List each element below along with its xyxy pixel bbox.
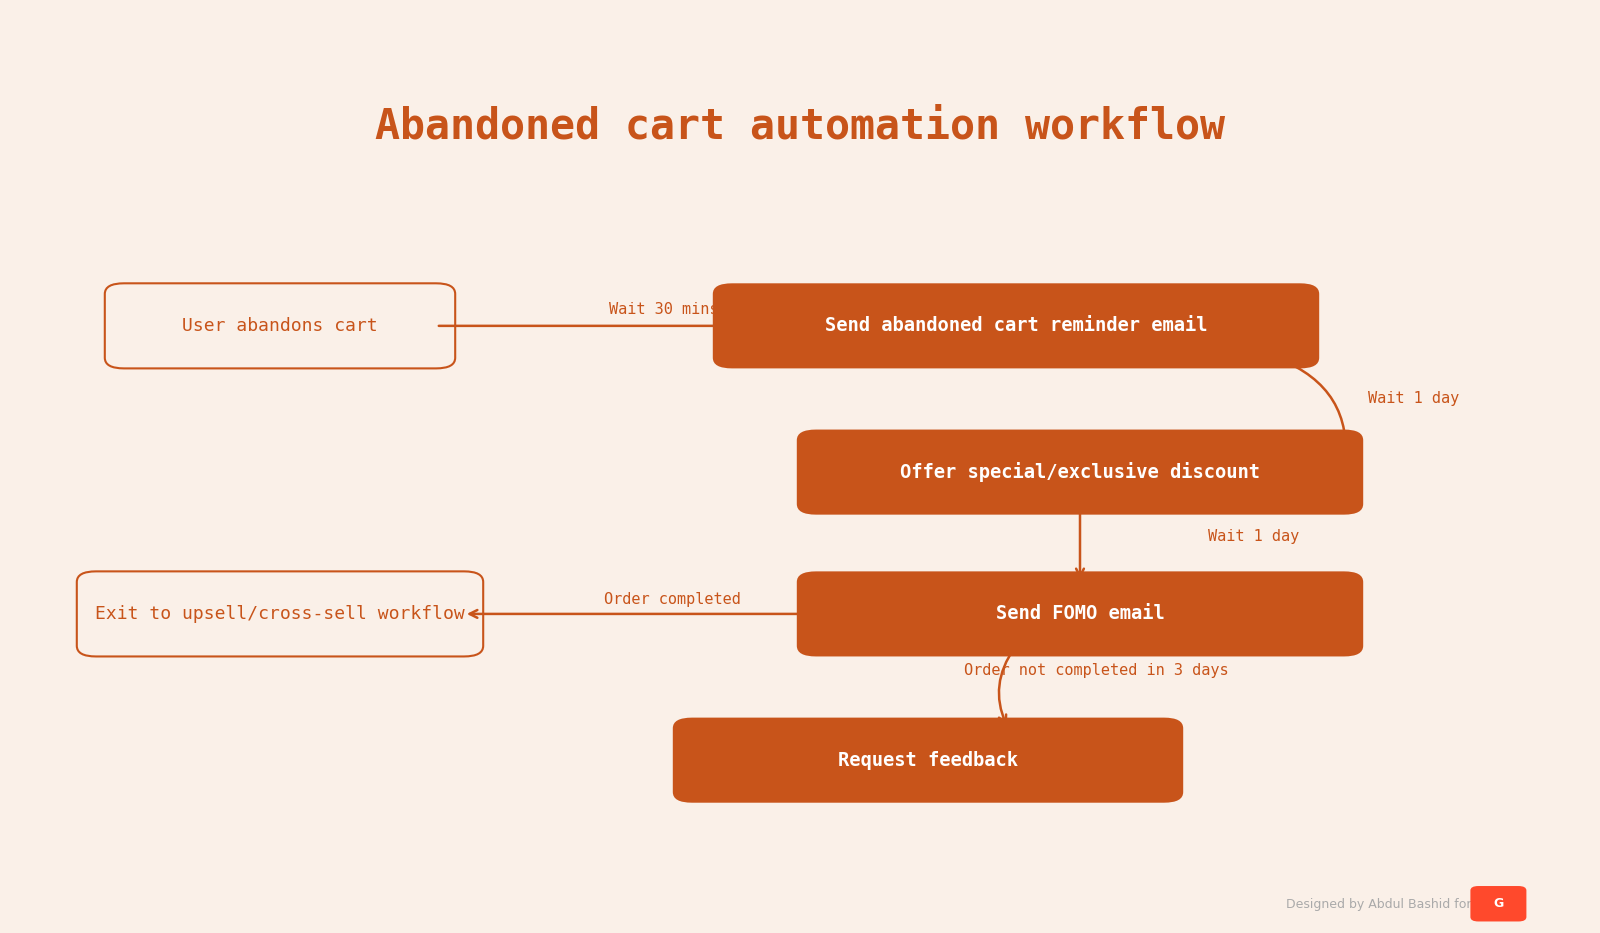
Text: Order not completed in 3 days: Order not completed in 3 days: [963, 662, 1229, 677]
FancyBboxPatch shape: [797, 571, 1363, 657]
FancyBboxPatch shape: [714, 284, 1318, 369]
Text: Wait 1 day: Wait 1 day: [1208, 529, 1299, 544]
Text: Request feedback: Request feedback: [838, 751, 1018, 770]
Text: Abandoned cart automation workflow: Abandoned cart automation workflow: [374, 105, 1226, 147]
Text: Order completed: Order completed: [603, 592, 741, 606]
Text: Wait 30 mins: Wait 30 mins: [610, 302, 718, 317]
FancyBboxPatch shape: [104, 284, 454, 369]
FancyBboxPatch shape: [797, 429, 1363, 515]
FancyBboxPatch shape: [77, 571, 483, 657]
Text: Send FOMO email: Send FOMO email: [995, 605, 1165, 623]
Text: Designed by Abdul Bashid for: Designed by Abdul Bashid for: [1286, 898, 1472, 912]
FancyBboxPatch shape: [1470, 886, 1526, 922]
Text: Wait 1 day: Wait 1 day: [1368, 391, 1459, 406]
Text: Offer special/exclusive discount: Offer special/exclusive discount: [899, 462, 1261, 482]
Text: G: G: [1493, 898, 1504, 911]
FancyBboxPatch shape: [672, 717, 1184, 802]
Text: User abandons cart: User abandons cart: [182, 317, 378, 335]
Text: Send abandoned cart reminder email: Send abandoned cart reminder email: [824, 316, 1208, 335]
Text: Exit to upsell/cross-sell workflow: Exit to upsell/cross-sell workflow: [94, 605, 466, 623]
